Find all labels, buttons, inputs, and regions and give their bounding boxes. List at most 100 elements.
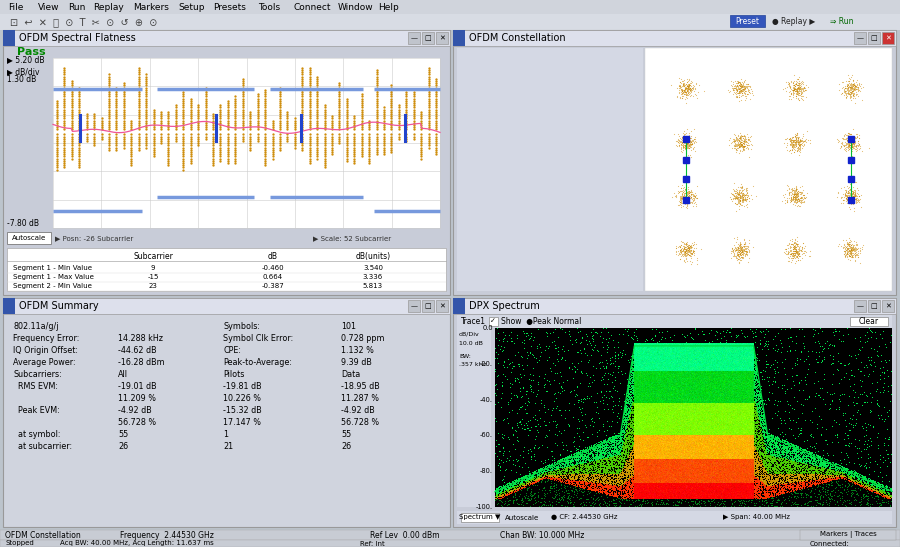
Point xyxy=(680,243,694,252)
Point xyxy=(845,80,859,89)
Point xyxy=(850,82,864,91)
Point xyxy=(740,141,754,149)
Point xyxy=(732,142,746,150)
Point xyxy=(844,132,859,141)
Point xyxy=(724,244,739,253)
Point xyxy=(682,85,697,94)
Point xyxy=(843,129,858,138)
Point xyxy=(843,242,858,251)
Point xyxy=(788,86,802,95)
Point xyxy=(732,139,746,148)
Point xyxy=(733,84,747,92)
Point xyxy=(783,139,797,148)
Point xyxy=(780,186,795,195)
Bar xyxy=(3,30,450,46)
Point xyxy=(680,137,694,146)
Point xyxy=(681,141,696,149)
Point xyxy=(733,89,747,97)
Point xyxy=(680,141,694,149)
Point xyxy=(842,135,857,144)
Point xyxy=(674,86,688,95)
Point xyxy=(676,202,690,211)
Point xyxy=(853,86,868,95)
Point xyxy=(789,188,804,197)
Point xyxy=(778,245,792,253)
Point xyxy=(786,88,800,96)
Point xyxy=(784,249,798,258)
Point xyxy=(789,257,804,265)
Point xyxy=(680,136,695,144)
Point xyxy=(790,196,805,205)
Point xyxy=(797,246,812,255)
Point xyxy=(796,85,810,94)
Point xyxy=(678,88,692,96)
Point xyxy=(681,246,696,255)
Point xyxy=(790,193,805,202)
Point xyxy=(789,187,804,196)
Point xyxy=(681,244,696,253)
Point xyxy=(734,147,748,155)
Point xyxy=(791,134,806,143)
Point xyxy=(723,133,737,142)
Text: OFDM Summary: OFDM Summary xyxy=(19,301,99,311)
Text: 0.0: 0.0 xyxy=(482,325,493,331)
Point xyxy=(674,147,688,155)
Point xyxy=(742,246,756,255)
Point xyxy=(842,87,857,96)
Bar xyxy=(436,32,448,44)
Point xyxy=(794,88,808,96)
Point xyxy=(847,245,861,253)
Point xyxy=(783,89,797,97)
Point xyxy=(728,133,742,142)
Point xyxy=(678,248,692,257)
Point xyxy=(849,198,863,207)
Point xyxy=(839,91,853,100)
Text: ⇒ Run: ⇒ Run xyxy=(830,16,853,26)
Point xyxy=(731,135,745,143)
Point xyxy=(837,135,851,143)
Point xyxy=(737,136,751,144)
Point xyxy=(789,84,804,93)
Point xyxy=(675,138,689,147)
Point xyxy=(675,137,689,146)
Point xyxy=(732,254,746,263)
Point xyxy=(733,132,747,141)
Point xyxy=(789,94,804,102)
Point xyxy=(849,146,863,155)
Point xyxy=(677,245,691,253)
Point xyxy=(744,195,759,203)
Point xyxy=(730,92,744,101)
Point xyxy=(792,144,806,153)
Point xyxy=(743,132,758,141)
Point xyxy=(733,85,747,94)
Point xyxy=(679,249,693,258)
Point xyxy=(847,86,861,95)
Point xyxy=(795,141,809,150)
Point xyxy=(683,77,698,86)
Point xyxy=(677,251,691,260)
Point xyxy=(780,181,795,189)
Point xyxy=(731,193,745,202)
Point xyxy=(786,247,800,255)
Point xyxy=(851,142,866,150)
Point xyxy=(681,243,696,252)
Point xyxy=(788,80,802,89)
Point xyxy=(682,243,697,252)
Point xyxy=(796,85,810,94)
Point xyxy=(674,143,688,152)
Point xyxy=(796,197,810,206)
Text: Segment 2 - Min Value: Segment 2 - Min Value xyxy=(13,283,92,289)
Point xyxy=(730,233,744,242)
Text: at subcarrier:: at subcarrier: xyxy=(13,442,72,451)
Point xyxy=(681,246,696,254)
Point xyxy=(793,139,807,148)
Point xyxy=(733,241,747,249)
Point xyxy=(835,138,850,147)
Point xyxy=(682,90,697,99)
Point xyxy=(842,186,856,195)
Point xyxy=(790,190,805,199)
Point xyxy=(785,142,799,151)
Point xyxy=(843,92,858,101)
Point xyxy=(677,142,691,151)
Point xyxy=(788,79,803,88)
